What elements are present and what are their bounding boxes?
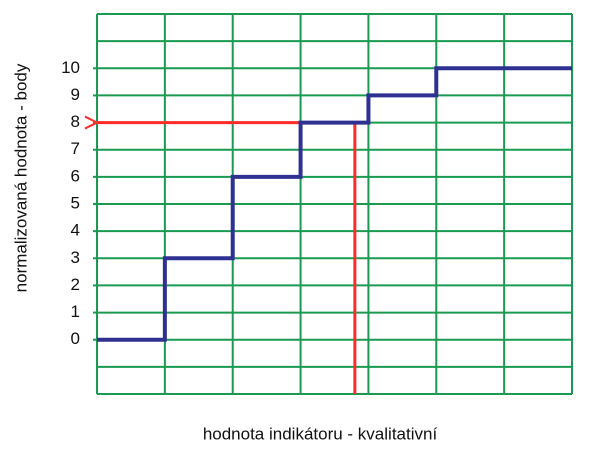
- y-tick-label: 6: [71, 166, 80, 185]
- y-axis-label: normalizovaná hodnota - body: [11, 63, 30, 292]
- y-tick-label: 2: [71, 275, 80, 294]
- y-tick-label: 5: [71, 193, 80, 212]
- y-tick-label: 7: [71, 139, 80, 158]
- y-tick-label: 9: [71, 85, 80, 104]
- y-tick-label: 0: [71, 329, 80, 348]
- y-tick-label: 4: [71, 221, 80, 240]
- y-tick-label: 3: [71, 248, 80, 267]
- y-tick-label: 8: [71, 112, 80, 131]
- step-line: [97, 66, 572, 342]
- y-tick-label: 10: [61, 58, 80, 77]
- y-tick-label: 1: [71, 302, 80, 321]
- x-axis-label: hodnota indikátoru - kvalitativní: [203, 424, 438, 443]
